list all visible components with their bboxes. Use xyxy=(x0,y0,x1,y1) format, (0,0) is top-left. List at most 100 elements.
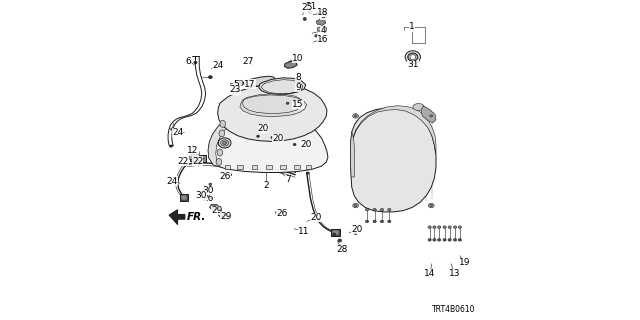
Polygon shape xyxy=(259,78,306,94)
Text: 18: 18 xyxy=(317,8,329,17)
Ellipse shape xyxy=(237,90,239,92)
Ellipse shape xyxy=(428,114,434,118)
Bar xyxy=(198,155,206,162)
Polygon shape xyxy=(208,108,328,172)
Ellipse shape xyxy=(365,220,369,223)
Ellipse shape xyxy=(438,239,441,241)
Text: 13: 13 xyxy=(449,269,461,278)
Ellipse shape xyxy=(433,239,436,241)
Bar xyxy=(181,196,187,200)
Ellipse shape xyxy=(408,53,417,61)
Text: 2: 2 xyxy=(263,181,269,190)
Ellipse shape xyxy=(257,135,259,137)
Ellipse shape xyxy=(189,155,195,160)
Polygon shape xyxy=(317,26,326,32)
Ellipse shape xyxy=(317,12,320,15)
Ellipse shape xyxy=(171,128,174,131)
Polygon shape xyxy=(351,132,355,177)
Ellipse shape xyxy=(307,172,308,174)
Ellipse shape xyxy=(438,226,441,228)
Text: 20: 20 xyxy=(300,140,312,149)
Polygon shape xyxy=(240,95,307,116)
Ellipse shape xyxy=(286,102,289,104)
Polygon shape xyxy=(284,61,297,68)
Ellipse shape xyxy=(333,234,335,235)
Bar xyxy=(237,165,243,169)
Ellipse shape xyxy=(339,240,340,241)
Text: 19: 19 xyxy=(459,258,470,267)
Ellipse shape xyxy=(355,233,356,234)
Text: 10: 10 xyxy=(292,53,303,63)
Text: 1: 1 xyxy=(410,22,415,31)
Text: 27: 27 xyxy=(243,57,254,66)
Ellipse shape xyxy=(365,208,369,211)
Text: 22: 22 xyxy=(192,156,204,165)
Ellipse shape xyxy=(303,17,307,20)
Ellipse shape xyxy=(209,76,212,79)
Polygon shape xyxy=(351,108,436,212)
Text: 5: 5 xyxy=(233,80,239,89)
Ellipse shape xyxy=(209,183,212,185)
Ellipse shape xyxy=(198,156,204,161)
Polygon shape xyxy=(218,84,327,141)
Text: 20: 20 xyxy=(310,213,322,222)
Ellipse shape xyxy=(219,130,225,137)
Ellipse shape xyxy=(430,204,433,207)
Text: 31: 31 xyxy=(407,60,419,69)
Bar xyxy=(331,229,340,236)
Ellipse shape xyxy=(448,226,451,228)
Ellipse shape xyxy=(293,143,296,146)
Ellipse shape xyxy=(353,203,358,208)
Polygon shape xyxy=(218,212,229,220)
Ellipse shape xyxy=(380,208,383,211)
Ellipse shape xyxy=(338,239,342,242)
Ellipse shape xyxy=(309,11,310,12)
Text: 29: 29 xyxy=(221,212,232,221)
Text: 26: 26 xyxy=(220,172,231,181)
Ellipse shape xyxy=(217,149,223,156)
Ellipse shape xyxy=(210,197,212,199)
Text: 22: 22 xyxy=(177,156,188,165)
Text: 9: 9 xyxy=(295,83,301,92)
Text: 28: 28 xyxy=(336,245,348,254)
Polygon shape xyxy=(209,204,220,211)
Text: 23: 23 xyxy=(229,85,241,94)
Ellipse shape xyxy=(448,239,451,241)
Text: 21: 21 xyxy=(305,2,317,11)
Polygon shape xyxy=(351,106,436,154)
Ellipse shape xyxy=(373,220,376,223)
Ellipse shape xyxy=(428,203,434,208)
Ellipse shape xyxy=(276,212,278,214)
Ellipse shape xyxy=(430,115,433,117)
Ellipse shape xyxy=(257,136,259,137)
Ellipse shape xyxy=(315,35,317,37)
Ellipse shape xyxy=(204,188,206,191)
Ellipse shape xyxy=(307,172,309,174)
Bar xyxy=(252,165,257,169)
Text: 11: 11 xyxy=(298,228,310,236)
Ellipse shape xyxy=(354,204,357,207)
Ellipse shape xyxy=(454,239,457,241)
Text: 7: 7 xyxy=(285,175,291,184)
Text: 24: 24 xyxy=(212,60,223,69)
Ellipse shape xyxy=(373,208,376,211)
Ellipse shape xyxy=(229,173,232,176)
Bar xyxy=(332,230,339,235)
Ellipse shape xyxy=(413,103,424,110)
Text: 20: 20 xyxy=(273,134,284,143)
Ellipse shape xyxy=(209,76,211,78)
Ellipse shape xyxy=(428,226,431,228)
Ellipse shape xyxy=(271,136,274,139)
Text: 4: 4 xyxy=(321,26,326,35)
Ellipse shape xyxy=(388,208,391,211)
Ellipse shape xyxy=(223,141,227,145)
Text: 15: 15 xyxy=(292,100,303,109)
Text: 6: 6 xyxy=(185,57,191,66)
Text: 24: 24 xyxy=(166,177,178,186)
Text: 25: 25 xyxy=(301,3,312,12)
Ellipse shape xyxy=(380,220,383,223)
Text: 12: 12 xyxy=(186,146,198,156)
Ellipse shape xyxy=(221,140,228,146)
Ellipse shape xyxy=(333,233,336,235)
Text: FR.: FR. xyxy=(187,212,207,222)
